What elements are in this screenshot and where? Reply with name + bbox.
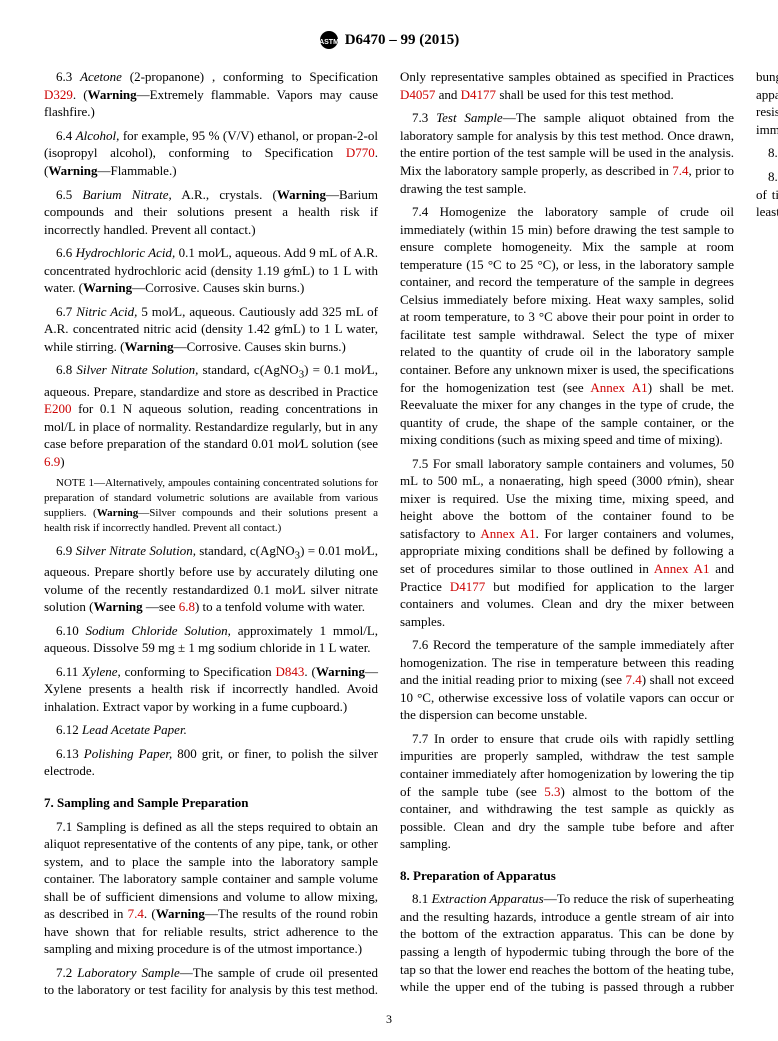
- para-6-12: 6.12 Lead Acetate Paper.: [44, 721, 378, 739]
- para-6-5: 6.5 Barium Nitrate, A.R., crystals. (War…: [44, 186, 378, 239]
- para-8-2-1: 8.2.1 Glass Electrode—Before each titrat…: [756, 168, 778, 221]
- para-6-11: 6.11 Xylene, conforming to Specification…: [44, 663, 378, 716]
- para-7-4: 7.4 Homogenize the laboratory sample of …: [400, 203, 734, 449]
- para-7-3: 7.3 Test Sample—The sample aliquot obtai…: [400, 109, 734, 197]
- heading-7: 7. Sampling and Sample Preparation: [44, 794, 378, 812]
- para-7-7: 7.7 In order to ensure that crude oils w…: [400, 730, 734, 853]
- para-8-2: 8.2 Potentiometric Titration Equipment:: [756, 144, 778, 162]
- para-6-3: 6.3 Acetone (2-propanone) , conforming t…: [44, 68, 378, 121]
- para-6-4: 6.4 Alcohol, for example, 95 % (V/V) eth…: [44, 127, 378, 180]
- para-6-8: 6.8 Silver Nitrate Solution, standard, c…: [44, 361, 378, 470]
- para-7-6: 7.6 Record the temperature of the sample…: [400, 636, 734, 724]
- para-6-13: 6.13 Polishing Paper, 800 grit, or finer…: [44, 745, 378, 780]
- designation-text: D6470 – 99 (2015): [345, 30, 460, 50]
- para-7-1: 7.1 Sampling is defined as all the steps…: [44, 818, 378, 958]
- page: ASTM D6470 – 99 (2015) 6.3 Acetone (2-pr…: [0, 0, 778, 1041]
- para-6-9: 6.9 Silver Nitrate Solution, standard, c…: [44, 542, 378, 616]
- svg-text:ASTM: ASTM: [319, 39, 339, 46]
- document-header: ASTM D6470 – 99 (2015): [44, 30, 734, 50]
- para-6-6: 6.6 Hydrochloric Acid, 0.1 mol⁄L, aqueou…: [44, 244, 378, 297]
- para-7-5: 7.5 For small laboratory sample containe…: [400, 455, 734, 630]
- page-number: 3: [0, 1011, 778, 1027]
- note-1: NOTE 1—Alternatively, ampoules containin…: [44, 476, 378, 535]
- para-6-7: 6.7 Nitric Acid, 5 mol⁄L, aqueous. Cauti…: [44, 303, 378, 356]
- para-6-10: 6.10 Sodium Chloride Solution, approxima…: [44, 622, 378, 657]
- content-columns: 6.3 Acetone (2-propanone) , conforming t…: [44, 68, 734, 1008]
- astm-logo-icon: ASTM: [319, 30, 339, 50]
- heading-8: 8. Preparation of Apparatus: [400, 867, 734, 885]
